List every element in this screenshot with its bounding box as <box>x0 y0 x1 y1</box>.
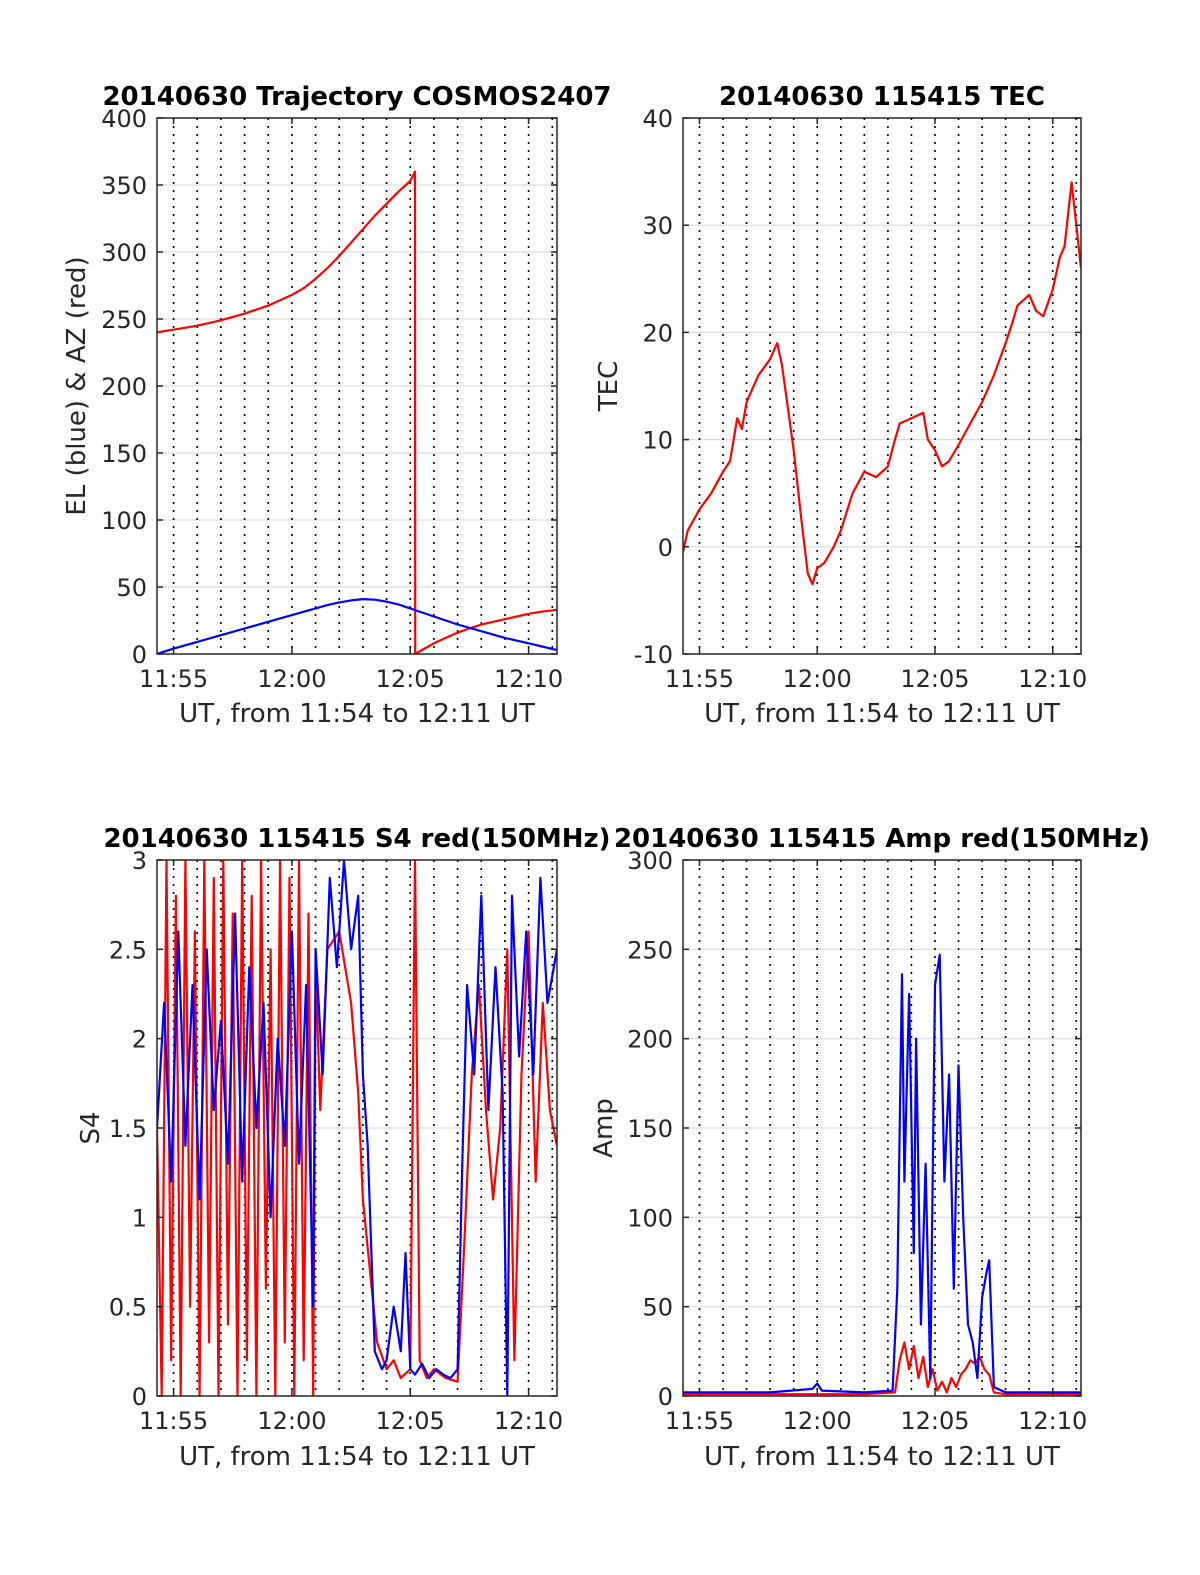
horizontal-gridlines <box>157 948 557 1308</box>
x-axis-label: UT, from 11:54 to 12:11 UT <box>179 699 535 729</box>
chart-title: 20140630 Trajectory COSMOS2407 <box>102 82 611 112</box>
y-axis-label: TEC <box>594 361 624 412</box>
y-tick-label: 0 <box>132 1383 147 1411</box>
y-tick-labels: 0 50 100 150 200 250 300 350 400 <box>101 105 557 669</box>
y-tick-label: 2 <box>132 1026 147 1054</box>
tec-series <box>683 181 1081 586</box>
x-tick-label: 12:05 <box>900 665 969 693</box>
chart-title: 20140630 115415 Amp red(150MHz) <box>614 824 1150 854</box>
trajectory-chart: 0 50 100 150 200 250 300 350 400 11:55 12:00 12:05… <box>62 82 612 729</box>
x-tick-label: 11:55 <box>665 1407 734 1435</box>
series-line-0 <box>683 181 1081 586</box>
tec-chart: -10 0 10 20 30 40 11:55 12:00 12:05 12:10 201406… <box>594 82 1087 729</box>
y-tick-label: 0 <box>658 1383 673 1411</box>
x-tick-label: 11:55 <box>665 665 734 693</box>
y-tick-label: 1 <box>132 1204 147 1232</box>
y-tick-label: 250 <box>101 306 147 334</box>
y-tick-label: 50 <box>642 1294 673 1322</box>
y-tick-label: 30 <box>642 212 673 240</box>
x-tick-label: 12:10 <box>494 665 563 693</box>
series-line-1 <box>157 597 557 654</box>
amp-series <box>683 953 1081 1396</box>
y-tick-label: 150 <box>627 1115 673 1143</box>
x-tick-label: 12:05 <box>376 1407 445 1435</box>
x-tick-label: 11:55 <box>139 665 208 693</box>
x-tick-label: 12:00 <box>783 1407 852 1435</box>
y-tick-label: 0 <box>658 534 673 562</box>
x-tick-label: 12:05 <box>900 1407 969 1435</box>
y-tick-label: 1.5 <box>109 1115 147 1143</box>
y-axis-label: EL (blue) & AZ (red) <box>62 256 92 515</box>
series-line-0 <box>683 1341 1081 1396</box>
x-tick-label: 12:00 <box>257 1407 326 1435</box>
x-axis-label: UT, from 11:54 to 12:11 UT <box>704 1442 1060 1472</box>
y-tick-label: 50 <box>116 574 147 602</box>
trajectory-series <box>157 170 557 654</box>
y-tick-label: 10 <box>642 427 673 455</box>
y-tick-label: 40 <box>642 105 673 133</box>
y-tick-label: 300 <box>627 847 673 875</box>
y-tick-label: 200 <box>627 1026 673 1054</box>
y-tick-label: 350 <box>101 172 147 200</box>
y-tick-label: 0 <box>132 641 147 669</box>
chart-title: 20140630 115415 TEC <box>719 82 1045 112</box>
y-tick-label: 200 <box>101 373 147 401</box>
x-axis-label: UT, from 11:54 to 12:11 UT <box>179 1442 535 1472</box>
y-tick-label: 150 <box>101 440 147 468</box>
vertical-gridlines <box>698 118 1078 654</box>
x-tick-label: 12:10 <box>1018 1407 1087 1435</box>
y-axis-label: Amp <box>589 1098 619 1158</box>
x-tick-labels: 11:55 12:00 12:05 12:10 <box>665 118 1087 693</box>
y-tick-labels: 0 0.5 1 1.5 2 2.5 3 <box>109 847 557 1411</box>
y-tick-label: 0.5 <box>109 1294 147 1322</box>
y-tick-label: 300 <box>101 239 147 267</box>
x-axis-label: UT, from 11:54 to 12:11 UT <box>704 699 1060 729</box>
horizontal-gridlines <box>683 224 1081 548</box>
y-tick-label: 400 <box>101 105 147 133</box>
series-line-0 <box>157 170 557 654</box>
y-tick-label: -10 <box>634 641 673 669</box>
x-tick-label: 12:10 <box>494 1407 563 1435</box>
y-tick-label: 100 <box>101 507 147 535</box>
series-line-1 <box>683 953 1081 1394</box>
y-tick-labels: -10 0 10 20 30 40 <box>634 105 1081 669</box>
y-tick-label: 3 <box>132 847 147 875</box>
x-tick-label: 12:05 <box>376 665 445 693</box>
vertical-gridlines <box>698 860 1078 1396</box>
x-tick-labels: 11:55 12:00 12:05 12:10 <box>665 860 1087 1435</box>
series-line-0 <box>157 860 557 1396</box>
y-tick-label: 250 <box>627 936 673 964</box>
y-tick-label: 20 <box>642 319 673 347</box>
x-tick-labels: 11:55 12:00 12:05 12:10 <box>139 860 563 1435</box>
y-tick-label: 100 <box>627 1204 673 1232</box>
x-tick-label: 12:00 <box>783 665 852 693</box>
y-axis-label: S4 <box>76 1111 106 1144</box>
vertical-gridlines <box>172 118 554 654</box>
horizontal-gridlines <box>157 184 557 588</box>
horizontal-gridlines <box>683 948 1081 1308</box>
x-tick-labels: 11:55 12:00 12:05 12:10 <box>139 118 563 693</box>
axes-frame <box>682 117 1082 655</box>
x-tick-label: 12:00 <box>257 665 326 693</box>
x-tick-label: 12:10 <box>1018 665 1087 693</box>
s4-chart: 0 0.5 1 1.5 2 2.5 3 11:55 12:00 12:05 12:10 20140… <box>76 824 611 1472</box>
y-tick-labels: 0 50 100 150 200 250 300 <box>627 847 1081 1411</box>
x-tick-label: 11:55 <box>139 1407 208 1435</box>
s4-series <box>157 860 557 1396</box>
series-line-1 <box>157 860 557 1396</box>
chart-title: 20140630 115415 S4 red(150MHz) <box>103 824 610 854</box>
y-tick-label: 2.5 <box>109 936 147 964</box>
